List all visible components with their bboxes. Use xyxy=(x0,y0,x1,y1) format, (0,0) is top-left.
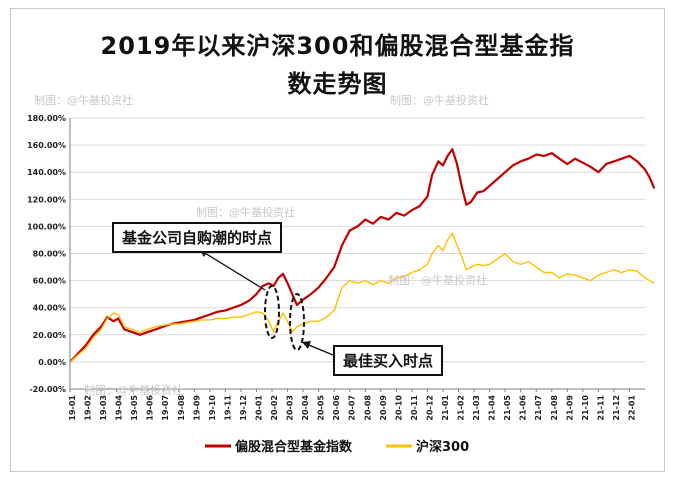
x-tick-label: 20-01 xyxy=(254,395,263,421)
x-tick-label: 22-01 xyxy=(627,395,636,421)
y-tick-label: 120.00% xyxy=(27,195,66,204)
x-tick-label: 21-02 xyxy=(457,395,466,421)
annotation-arrow xyxy=(199,249,266,291)
x-tick-label: 19-06 xyxy=(146,395,155,421)
x-tick-label: 19-01 xyxy=(68,395,77,421)
x-tick-label: 21-01 xyxy=(441,395,450,421)
arrow-head xyxy=(302,341,311,349)
annotation-best-buy: 最佳买入时点 xyxy=(333,345,444,376)
watermark: 制图：@牛基投资社 xyxy=(84,384,183,397)
x-tick-label: 19-08 xyxy=(177,395,186,421)
x-tick-label: 19-03 xyxy=(99,395,108,421)
y-tick-label: 20.00% xyxy=(33,331,66,340)
x-tick-label: 19-09 xyxy=(192,395,201,421)
x-tick-label: 19-10 xyxy=(208,395,217,421)
x-tick-label: 20-04 xyxy=(301,395,310,421)
y-tick-label: 0.00% xyxy=(38,358,66,367)
x-tick-label: 21-07 xyxy=(534,395,543,421)
legend-label: 偏股混合型基金指数 xyxy=(235,439,353,455)
x-tick-label: 20-12 xyxy=(425,395,434,421)
series-line xyxy=(69,148,656,363)
y-tick-label: 160.00% xyxy=(27,141,66,150)
series-line xyxy=(69,232,655,363)
x-tick-label: 19-05 xyxy=(130,395,139,421)
x-tick-label: 21-06 xyxy=(519,395,528,421)
y-tick-label: 180.00% xyxy=(27,114,66,123)
x-tick-label: 20-03 xyxy=(286,395,295,421)
x-tick-label: 21-12 xyxy=(612,395,621,421)
x-tick-label: 21-04 xyxy=(488,395,497,421)
x-tick-label: 19-04 xyxy=(115,395,124,421)
x-tick-label: 19-07 xyxy=(161,395,170,421)
y-tick-label: 100.00% xyxy=(27,222,66,231)
x-tick-label: 20-06 xyxy=(332,395,341,421)
chart-title-line1: 2019年以来沪深300和偏股混合型基金指 xyxy=(100,32,575,60)
x-tick-label: 20-10 xyxy=(394,395,403,421)
legend-label: 沪深300 xyxy=(416,439,469,455)
x-tick-label: 21-03 xyxy=(472,395,481,421)
x-tick-label: 21-08 xyxy=(550,395,559,421)
watermark: 制图：@牛基投资社 xyxy=(388,274,487,287)
watermark: 制图：@牛基投资社 xyxy=(196,206,295,219)
dip-ellipse xyxy=(289,293,305,351)
x-tick-label: 20-05 xyxy=(317,395,326,421)
y-tick-label: 80.00% xyxy=(33,250,66,259)
dip-ellipse xyxy=(264,285,280,339)
x-tick-label: 20-09 xyxy=(379,395,388,421)
x-tick-label: 20-02 xyxy=(270,395,279,421)
x-tick-label: 21-09 xyxy=(565,395,574,421)
x-tick-label: 21-05 xyxy=(503,395,512,421)
y-tick-label: -20.00% xyxy=(29,385,66,394)
watermark: 制图：@牛基投资社 xyxy=(34,94,133,107)
x-tick-label: 19-02 xyxy=(84,395,93,421)
x-tick-label: 19-12 xyxy=(239,395,248,421)
y-tick-label: 60.00% xyxy=(33,277,66,286)
annotation-fund-surge: 基金公司自购潮的时点 xyxy=(112,222,283,253)
x-tick-label: 21-10 xyxy=(581,395,590,421)
y-tick-label: 40.00% xyxy=(33,304,66,313)
x-tick-label: 21-11 xyxy=(596,395,605,421)
x-tick-label: 20-11 xyxy=(410,395,419,421)
watermark: 制图：@牛基投资社 xyxy=(390,94,489,107)
x-tick-label: 20-08 xyxy=(363,395,372,421)
chart-title-line2: 数走势图 xyxy=(287,70,388,98)
x-tick-label: 19-11 xyxy=(223,395,232,421)
y-tick-label: 140.00% xyxy=(27,168,66,177)
x-tick-label: 20-07 xyxy=(348,395,357,421)
